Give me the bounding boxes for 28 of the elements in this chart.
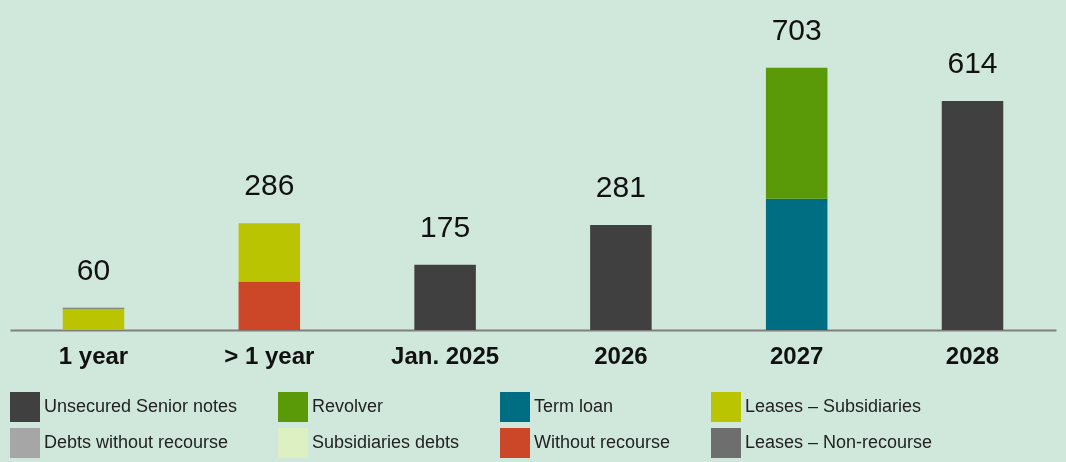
bar: [238, 223, 301, 282]
annotation: 175: [420, 209, 471, 243]
bar: [414, 264, 476, 330]
bar: [62, 308, 125, 330]
legend-label: Subsidiaries debts: [312, 432, 460, 452]
x-tick-label: Jan. 2025: [391, 341, 500, 369]
legend-label: Leases – Subsidiaries: [745, 396, 922, 416]
x-tick-label: 2028: [945, 341, 1000, 369]
legend-label: Term loan: [534, 396, 614, 416]
x-tick-label: 1 year: [58, 341, 129, 369]
legend-label: Unsecured Senior notes: [44, 396, 238, 416]
legend-label: Debts without recourse: [44, 432, 229, 452]
legend-label: Leases – Non-recourse: [745, 432, 933, 452]
bar: [238, 281, 301, 330]
annotation: 281: [595, 170, 646, 204]
bar: [765, 198, 828, 330]
bar: [765, 67, 828, 199]
legend-label: Without recourse: [534, 432, 671, 452]
legend-label: Revolver: [312, 396, 384, 416]
annotation: 614: [947, 46, 998, 80]
x-tick-label: 2026: [594, 341, 648, 369]
annotation: 703: [771, 12, 822, 46]
x-tick-label: 2027: [770, 341, 824, 369]
x-tick-label: > 1 year: [224, 341, 315, 369]
annotation: 286: [244, 168, 295, 202]
bar: [941, 101, 1004, 330]
bar: [590, 225, 652, 330]
annotation: 60: [76, 252, 111, 286]
